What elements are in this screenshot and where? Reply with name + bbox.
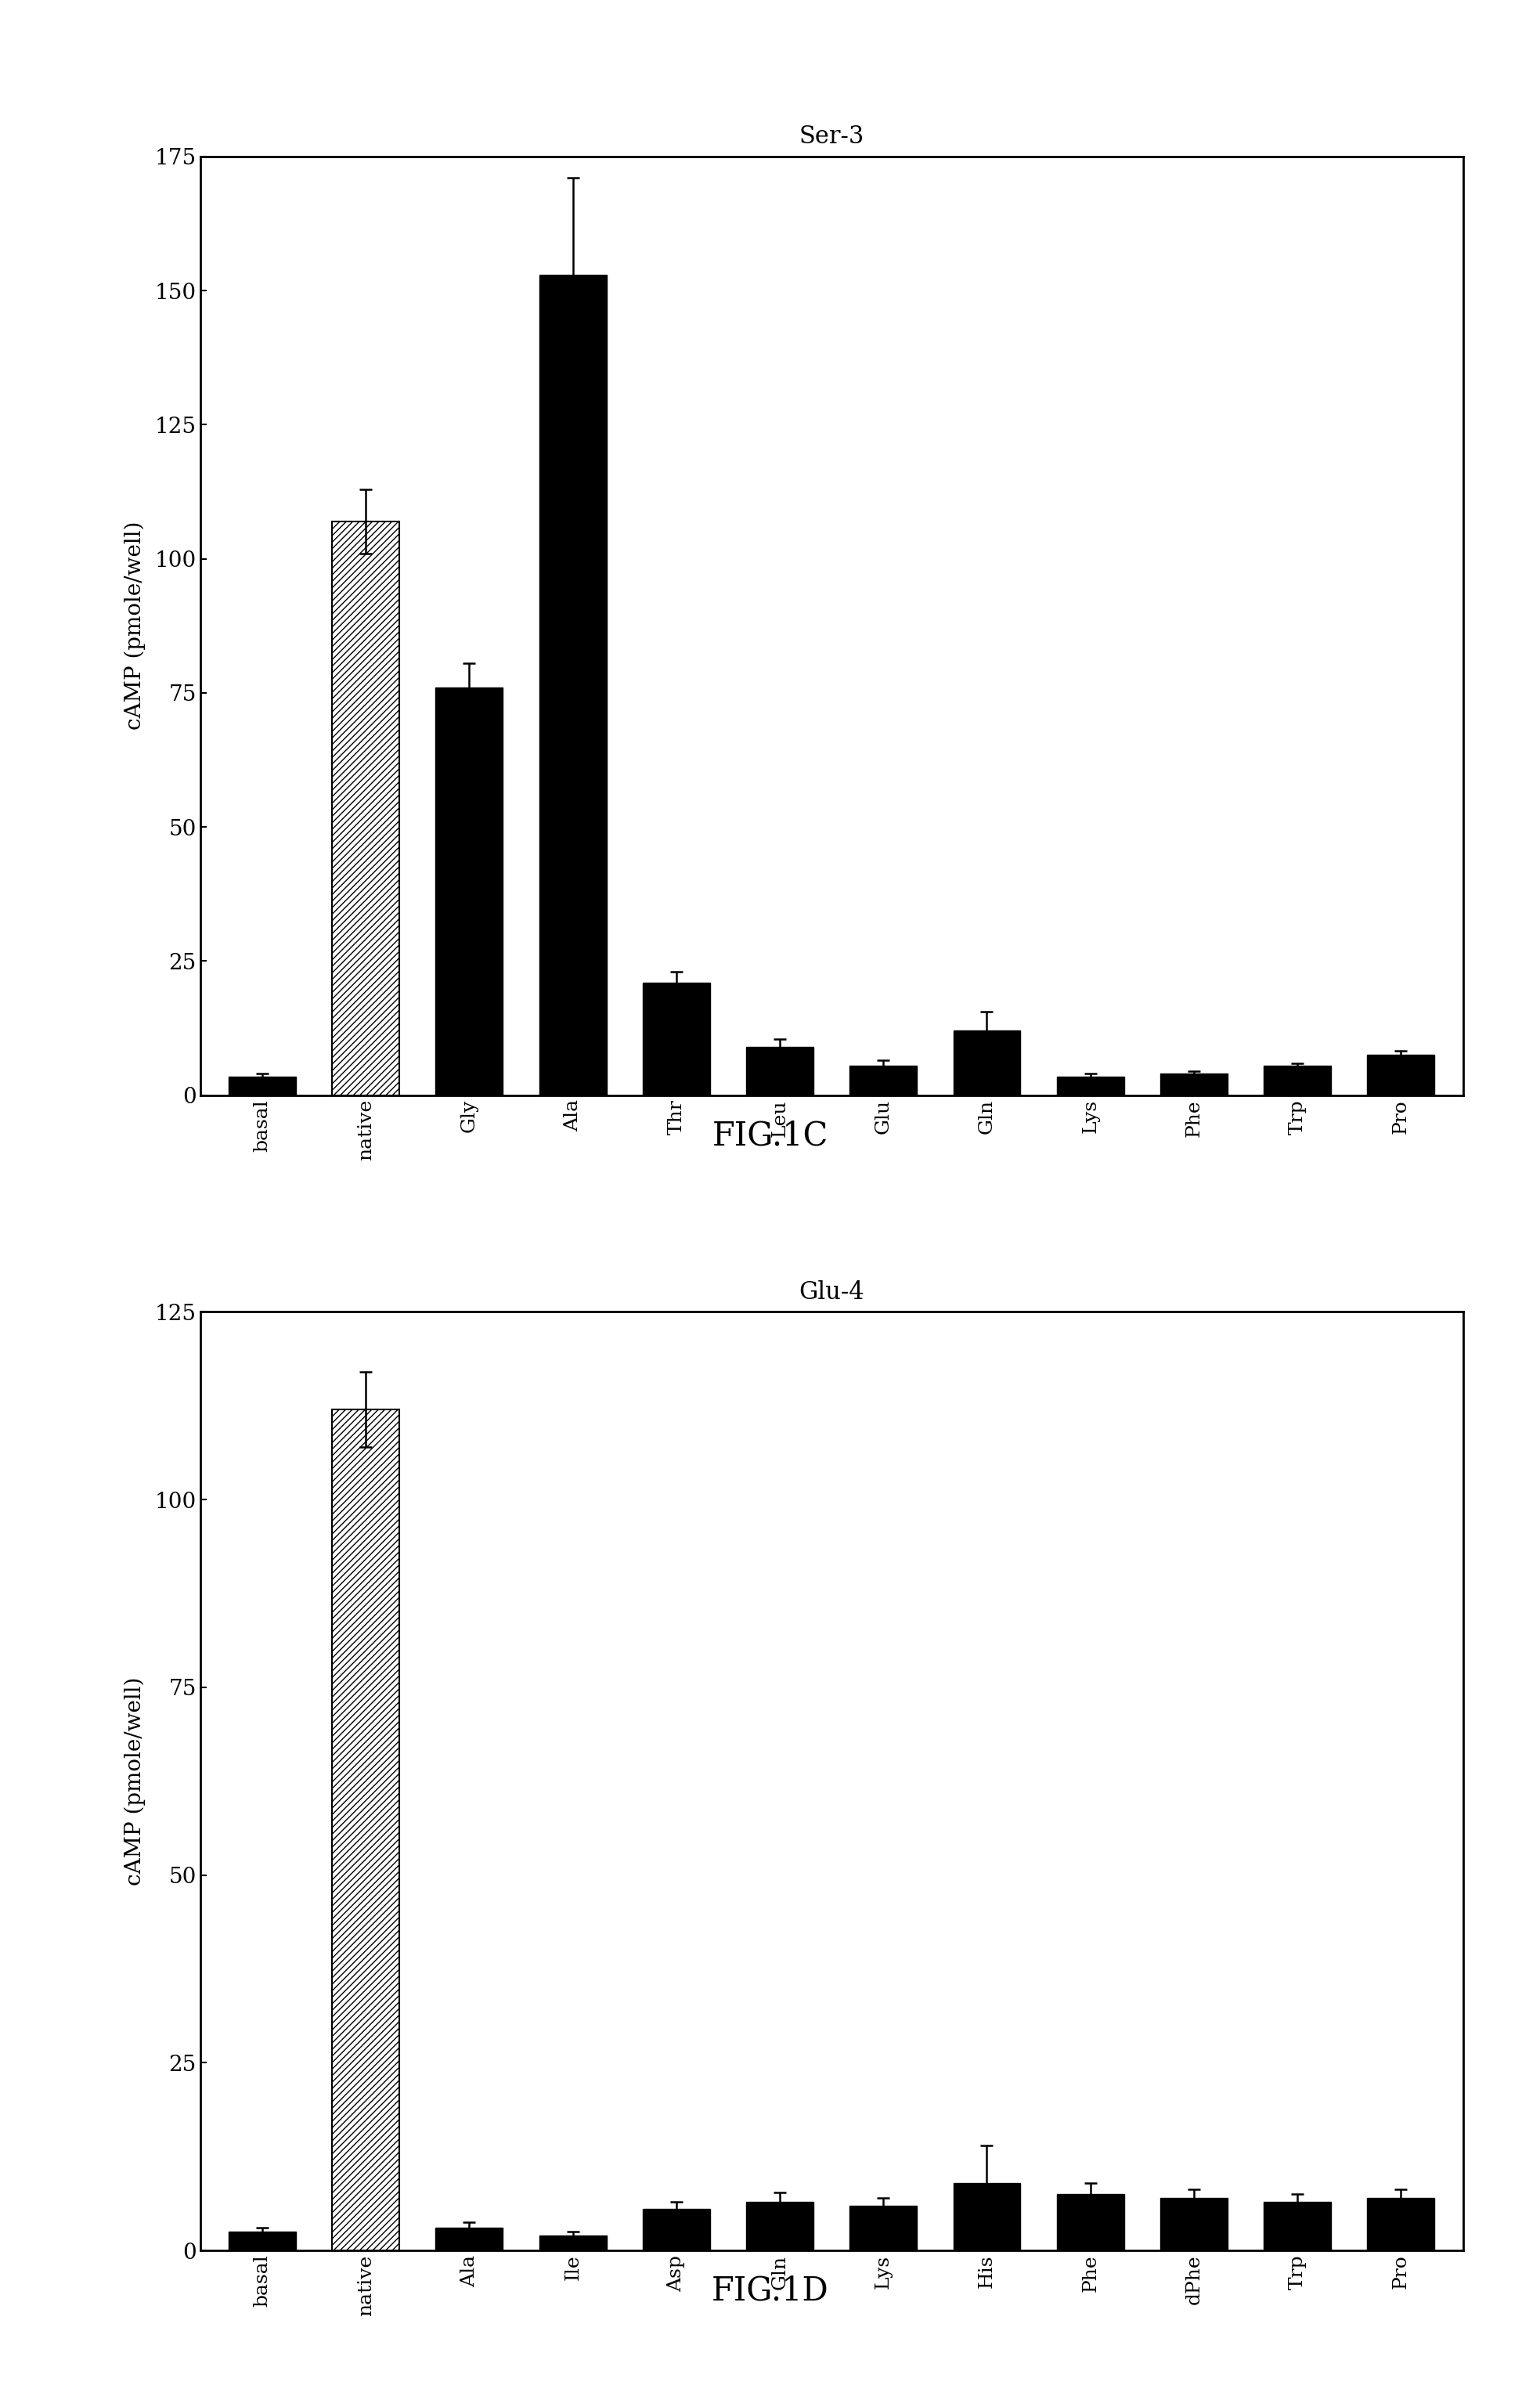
Text: FIG.1C: FIG.1C [711, 1119, 829, 1153]
Bar [1056, 1076, 1124, 1095]
Bar [1264, 2202, 1331, 2251]
Text: FIG.1D: FIG.1D [711, 2275, 829, 2308]
Bar [333, 1411, 399, 2251]
Bar [539, 2236, 607, 2251]
Bar [953, 1030, 1021, 1095]
Bar [642, 2210, 710, 2251]
Bar [850, 1066, 916, 1095]
Bar [228, 2231, 296, 2251]
Bar [1056, 2195, 1124, 2251]
Y-axis label: cAMP (pmole/well): cAMP (pmole/well) [125, 1678, 146, 1885]
Bar [747, 2202, 813, 2251]
Bar [539, 274, 607, 1095]
Bar [1264, 1066, 1331, 1095]
Bar [228, 1076, 296, 1095]
Bar [1368, 2198, 1435, 2251]
Y-axis label: cAMP (pmole/well): cAMP (pmole/well) [125, 522, 146, 729]
Bar [1160, 2198, 1227, 2251]
Title: Glu-4: Glu-4 [799, 1281, 864, 1305]
Title: Ser-3: Ser-3 [799, 125, 864, 149]
Bar [436, 2229, 504, 2251]
Bar [850, 2205, 916, 2251]
Bar [1160, 1074, 1227, 1095]
Bar [436, 688, 504, 1095]
Bar [747, 1047, 813, 1095]
Bar [1368, 1054, 1435, 1095]
Bar [953, 2183, 1021, 2251]
Bar [642, 982, 710, 1095]
Bar [333, 522, 399, 1095]
